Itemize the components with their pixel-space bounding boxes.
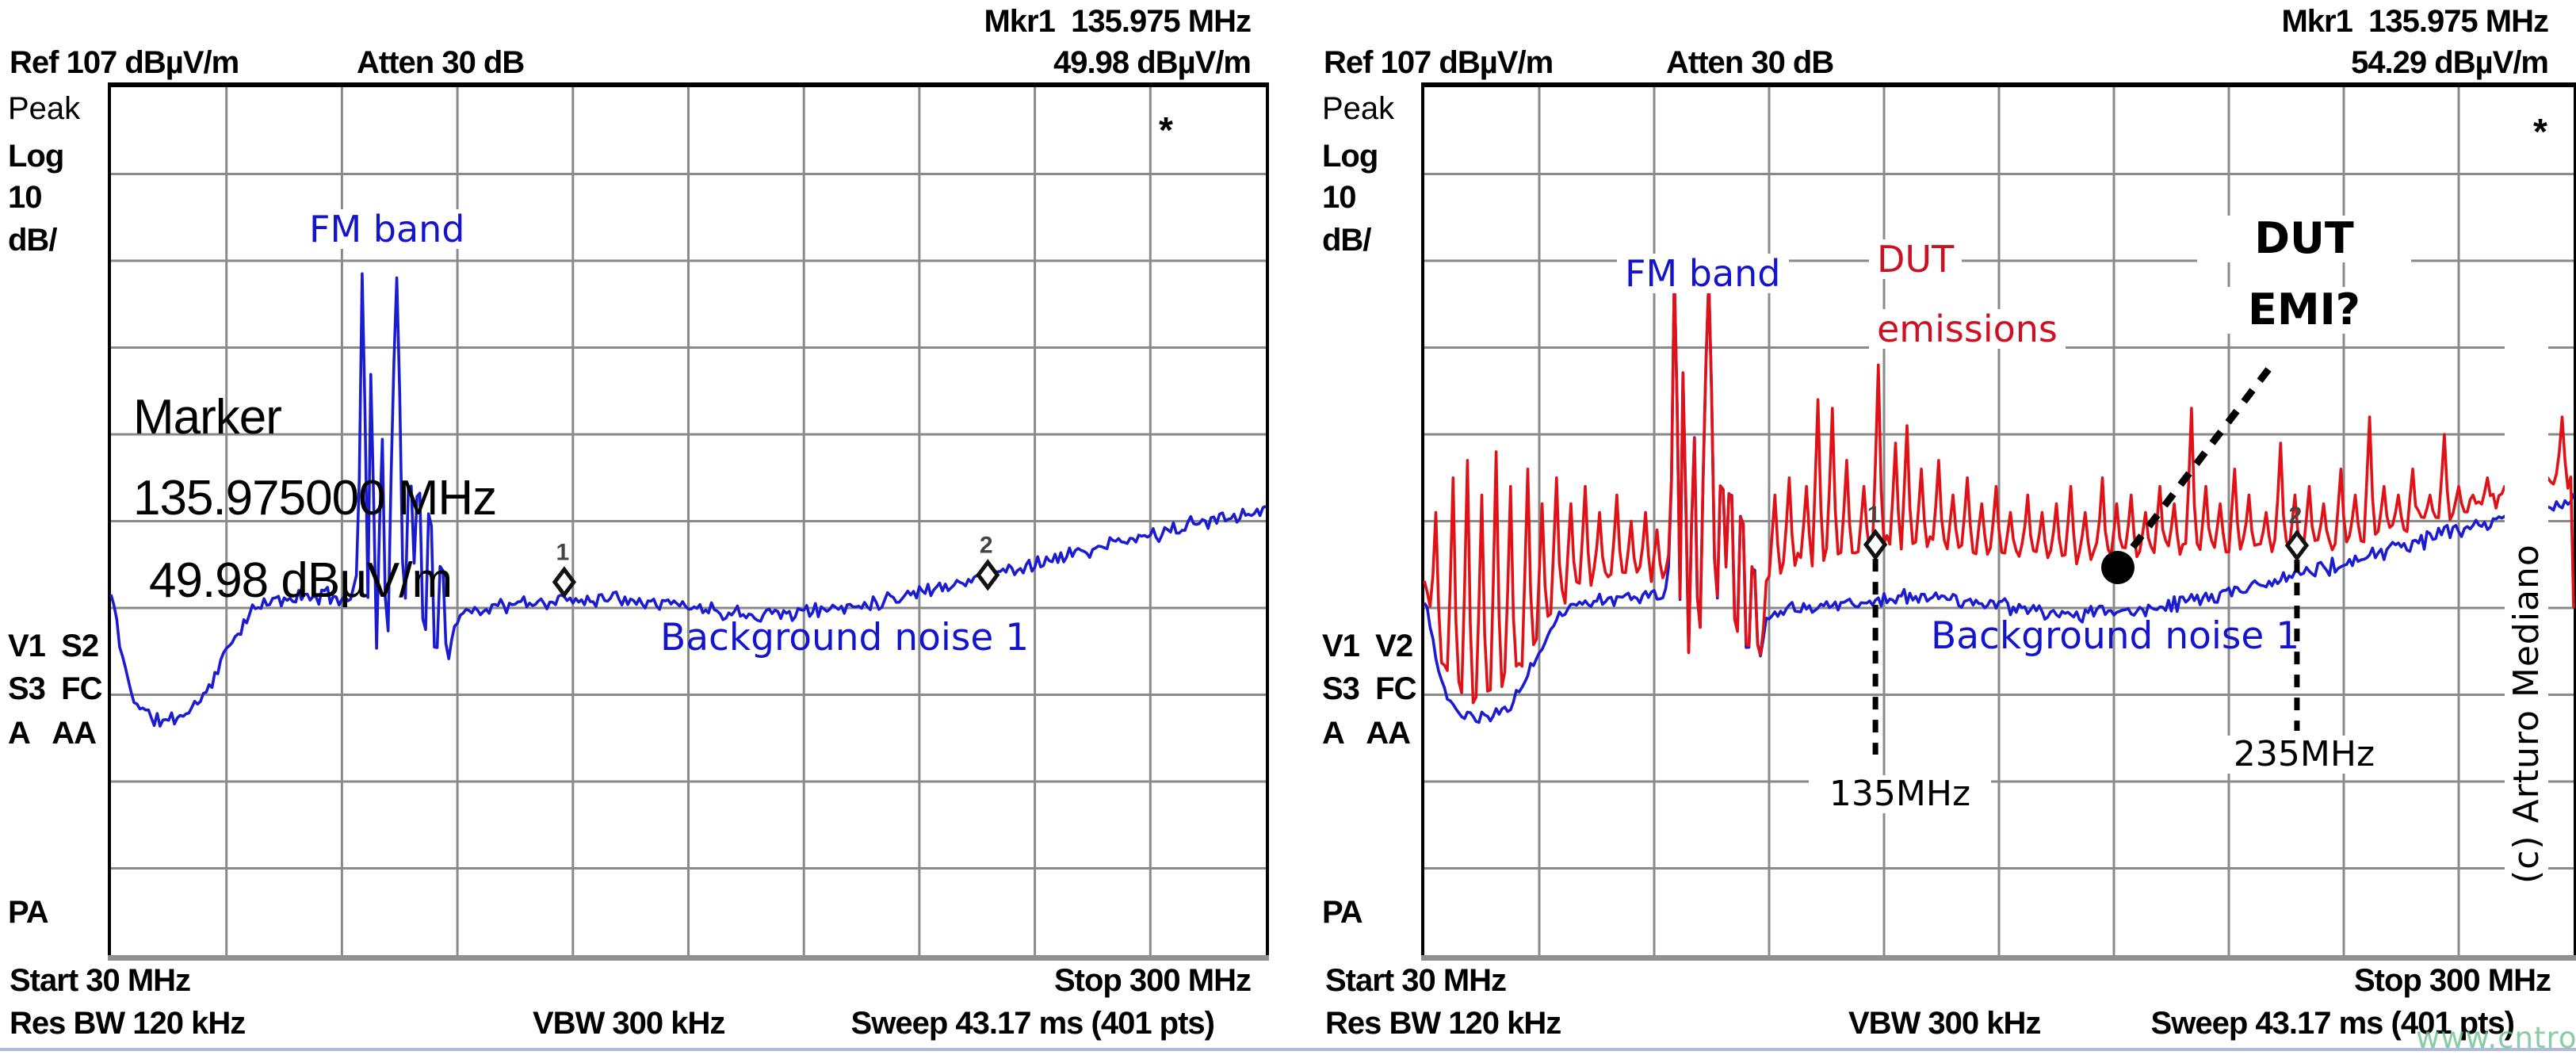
left-detector-label: Peak <box>8 91 81 126</box>
left-marker-block-ampl: 49.98 dBµV/m <box>149 553 453 608</box>
right-fm-band-annotation: FM band <box>1617 254 1789 294</box>
grid-border-top <box>108 82 1269 87</box>
right-atten: Atten 30 dB <box>1666 45 1834 80</box>
left-atten: Atten 30 dB <box>357 45 525 80</box>
dut-emi-annotation-line2: EMI? <box>2197 287 2411 334</box>
right-uncal-asterisk: * <box>2533 111 2547 152</box>
marker-2-diamond <box>976 559 1000 591</box>
background-noise-trace <box>1423 273 2575 724</box>
right-rbw: Res BW 120 kHz <box>1325 1006 1561 1041</box>
dut-emi-annotation-line1: DUT <box>2197 216 2411 262</box>
dut-emi-pointer-line <box>2123 367 2272 559</box>
marker-2-number: 2 <box>980 532 993 558</box>
marker-1-number: 1 <box>1867 502 1881 528</box>
watermark-cntronics: www.cntronics.com <box>2416 1021 2576 1055</box>
left-marker-block-freq: 135.975000 MHz <box>133 471 497 526</box>
right-log-label: Log <box>1322 139 1378 174</box>
marker-1-number: 1 <box>556 539 570 565</box>
marker-1-diamond <box>552 566 576 598</box>
dut-emi-point-dot <box>2101 551 2135 584</box>
right-db-per-div-label: dB/ <box>1322 223 1371 258</box>
left-vbw: VBW 300 kHz <box>533 1006 725 1041</box>
freq-label-135mhz: 135MHz <box>1809 775 1991 814</box>
left-status-row-3: A AA <box>8 716 97 751</box>
right-sweep-info: Sweep 43.17 ms (401 pts) <box>2150 1006 2515 1041</box>
left-marker-readout-freq: Mkr1 135.975 MHz <box>984 4 1252 39</box>
dut-emissions-trace <box>1423 271 2575 705</box>
grid-border-right <box>2574 82 2576 961</box>
right-detector-label: Peak <box>1322 91 1395 126</box>
right-marker-readout-freq: Mkr1 135.975 MHz <box>2281 4 2549 39</box>
right-start-freq: Start 30 MHz <box>1325 963 1507 998</box>
left-db-per-div-label: dB/ <box>8 223 57 258</box>
right-pa-label: PA <box>1322 895 1363 930</box>
right-stop-freq: Stop 300 MHz <box>2353 963 2551 998</box>
left-scale-label: 10 <box>8 180 42 215</box>
left-status-row-2: S3 FC <box>8 671 102 706</box>
marker-2-number: 2 <box>2289 503 2303 529</box>
right-status-row-1: V1 V2 <box>1322 629 1413 663</box>
left-stop-freq: Stop 300 MHz <box>1053 963 1252 998</box>
grid-border-left <box>108 82 111 961</box>
grid-border-bottom <box>1421 955 2576 961</box>
left-pa-label: PA <box>8 895 49 930</box>
grid-border-left <box>1421 82 1424 961</box>
left-marker-block-title: Marker <box>133 390 282 445</box>
grid-border-top <box>1421 82 2576 87</box>
dut-emissions-annotation-line2: emissions <box>1869 309 2066 350</box>
background-noise-trace <box>109 272 1267 728</box>
right-background-noise-annotation: Background noise 1 <box>1931 614 2300 658</box>
right-vbw: VBW 300 kHz <box>1848 1006 2041 1041</box>
grid-border-right <box>1266 82 1269 961</box>
right-scale-label: 10 <box>1322 180 1356 215</box>
left-start-freq: Start 30 MHz <box>10 963 191 998</box>
marker-1-diamond <box>1863 529 1888 561</box>
left-marker-readout-ampl: 49.98 dBµV/m <box>1053 45 1252 80</box>
freq-label-235mhz: 235MHz <box>2213 736 2395 774</box>
left-status-row-1: V1 S2 <box>8 629 99 663</box>
left-log-label: Log <box>8 139 64 174</box>
right-marker-readout-ampl: 54.29 dBµV/m <box>2351 45 2549 80</box>
dut-emissions-annotation-line1: DUT <box>1869 239 1963 280</box>
right-ref-level: Ref 107 dBµV/m <box>1324 45 1554 80</box>
left-background-noise-annotation: Background noise 1 <box>660 616 1030 659</box>
left-uncal-asterisk: * <box>1159 109 1173 151</box>
bottom-edge-strip <box>0 1048 2576 1051</box>
marker-2-diamond <box>2284 529 2310 562</box>
right-status-row-2: S3 FC <box>1322 671 1416 706</box>
left-fm-band-annotation: FM band <box>301 209 473 250</box>
grid-border-bottom <box>108 955 1269 961</box>
left-sweep-info: Sweep 43.17 ms (401 pts) <box>850 1006 1215 1041</box>
right-status-row-3: A AA <box>1322 716 1411 751</box>
left-ref-level: Ref 107 dBµV/m <box>10 45 239 80</box>
left-rbw: Res BW 120 kHz <box>10 1006 246 1041</box>
